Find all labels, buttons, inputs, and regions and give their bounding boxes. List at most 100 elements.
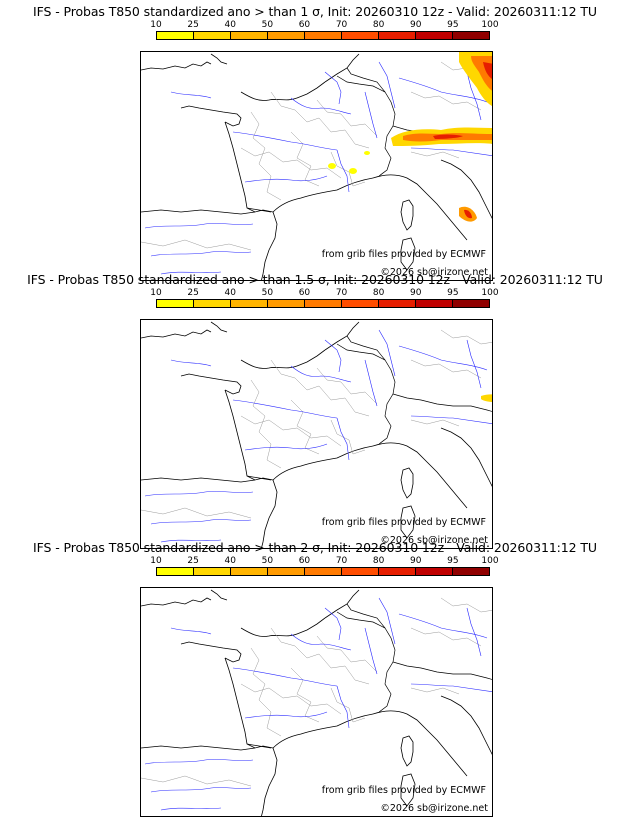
river (324, 607, 342, 641)
colorbar-segment (267, 32, 304, 39)
river (466, 607, 482, 657)
colorbar-segment (304, 32, 341, 39)
colorbar-segment (378, 300, 415, 307)
probability-map: from grib files provided by ECMWF ©2026 … (140, 319, 493, 549)
river (364, 627, 378, 675)
colorbar-tick-label: 40 (224, 556, 236, 566)
probability-colorbar: 10 25 40 50 60 70 80 90 95 100 (150, 288, 499, 310)
colorbar-tick-label: 70 (335, 20, 348, 30)
coastline-britain (141, 321, 228, 339)
probability-map: from grib files provided by ECMWF ©2026 … (140, 51, 493, 281)
coastline-med-france (272, 177, 374, 213)
colorbar-segment (193, 300, 230, 307)
river (378, 329, 396, 377)
copyright-credit: ©2026 sb@irizone.net (380, 535, 488, 546)
prob-area-italy-core (464, 209, 472, 219)
admin-border (270, 627, 370, 685)
admin-border (410, 687, 460, 695)
coastline-britain (141, 53, 228, 71)
colorbar-segment (304, 568, 341, 575)
admin-border (250, 111, 282, 201)
country-border-pyrenees (246, 207, 272, 213)
river (144, 491, 254, 497)
coastline-italy-east (440, 159, 492, 219)
river (160, 539, 222, 543)
river (378, 61, 396, 109)
colorbar-segment (157, 568, 193, 575)
admin-border (316, 367, 378, 405)
panel-title: IFS - Probas T850 standardized ano > tha… (33, 540, 597, 555)
admin-border (410, 151, 460, 159)
river (378, 597, 396, 645)
probability-shading (328, 52, 492, 222)
coastline-corsica (400, 467, 414, 499)
admin-border (410, 627, 482, 647)
colorbar-tick-label: 90 (410, 288, 422, 298)
admin-border (141, 775, 252, 787)
admin-border (240, 147, 342, 179)
colorbar-segment (378, 568, 415, 575)
river (410, 683, 492, 692)
colorbar-segment (157, 32, 193, 39)
prob-area-central-1 (328, 163, 336, 169)
europe-basemap (141, 589, 492, 816)
colorbar-segment (230, 300, 267, 307)
europe-basemap (141, 321, 492, 548)
prob-area-central-2 (349, 168, 357, 174)
coastline-biscay (224, 389, 274, 481)
colorbar-segment (267, 300, 304, 307)
coastline-italy-east (440, 427, 492, 487)
coastline-iberia-north (141, 209, 256, 215)
country-border-alps (392, 393, 492, 412)
colorbar-segment (193, 32, 230, 39)
colorbar-tick-label: 90 (410, 556, 422, 566)
coastline-italy-west (372, 442, 468, 509)
colorbar-tick-label: 80 (372, 20, 385, 30)
colorbar-tick-label: 60 (298, 556, 311, 566)
country-border-france (336, 611, 396, 713)
colorbar-segment (452, 32, 489, 39)
coastline-italy-east (440, 695, 492, 755)
colorbar-tick-label: 10 (150, 20, 162, 30)
admin-border (440, 597, 492, 613)
admin-border (330, 419, 366, 455)
admin-border (290, 667, 320, 723)
river (244, 175, 328, 183)
prob-area-central-3 (364, 151, 370, 155)
map-panel-1: IFS - Probas T850 standardized ano > tha… (0, 4, 630, 281)
river (466, 339, 482, 389)
river (170, 627, 212, 635)
admin-border (316, 635, 378, 673)
river (170, 359, 212, 367)
colorbar-segment (267, 568, 304, 575)
copyright-credit: ©2026 sb@irizone.net (380, 267, 488, 278)
coastline-channel (240, 617, 326, 637)
colorbar-tick-label: 95 (447, 556, 459, 566)
coastline-med-france (272, 445, 374, 481)
country-border-belgium (346, 67, 386, 93)
colorbar-segment (415, 300, 452, 307)
map-panel-2: IFS - Probas T850 standardized ano > tha… (0, 272, 630, 549)
admin-border (270, 359, 370, 417)
river (244, 443, 328, 451)
coastline-iberia-east (261, 479, 278, 548)
river (324, 339, 342, 373)
coastline-iberia-east (261, 747, 278, 816)
coastline-brittany (180, 105, 242, 127)
admin-border (410, 419, 460, 427)
river (398, 613, 488, 639)
coastline-sardinia (400, 237, 416, 271)
colorbar-segment (230, 32, 267, 39)
coastline-britain (141, 589, 228, 607)
colorbar-tick-label: 25 (187, 288, 199, 298)
country-border-pyrenees (246, 475, 272, 481)
river (232, 399, 338, 419)
river (150, 787, 252, 793)
coastline-italy-west (372, 710, 468, 777)
panel-title: IFS - Probas T850 standardized ano > tha… (33, 4, 597, 19)
probability-shading (481, 394, 492, 402)
colorbar-segment (452, 300, 489, 307)
colorbar-tick-label: 95 (447, 288, 459, 298)
country-border-france (336, 75, 396, 177)
admin-border (330, 687, 366, 723)
